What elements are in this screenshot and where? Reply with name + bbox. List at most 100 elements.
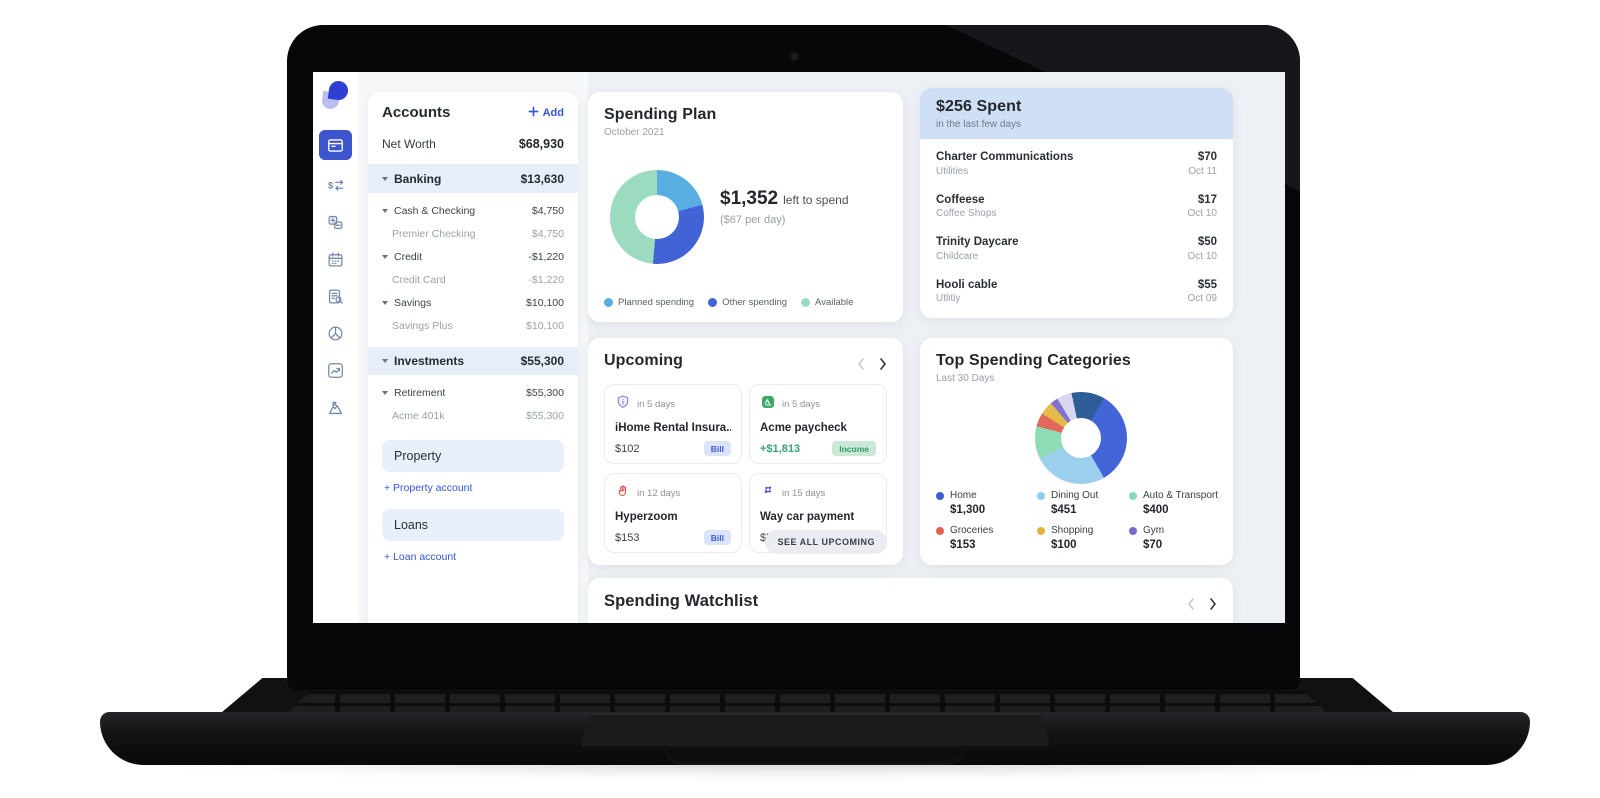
add-account-label: Add (542, 106, 564, 119)
sidebar-item-plan[interactable] (319, 248, 352, 271)
legend-item: Gym $70 (1129, 525, 1233, 551)
legend-item: Other spending (708, 297, 787, 308)
add-property-account-link[interactable]: + Property account (384, 482, 473, 494)
chevron-left-icon[interactable] (1187, 597, 1195, 610)
chevron-down-icon (382, 252, 392, 262)
spending-watchlist-card: Spending Watchlist (588, 578, 1233, 623)
legend-dot (1129, 491, 1137, 500)
account-row[interactable]: Credit -$1,220 (382, 245, 564, 268)
mountain-flag-icon (326, 398, 345, 417)
bill-badge: Bill (703, 530, 731, 545)
webcam-icon (790, 53, 798, 60)
top-categories-period: Last 30 Days (936, 373, 995, 384)
chevron-down-icon (382, 174, 392, 184)
hand-icon (615, 483, 631, 504)
account-row[interactable]: Premier Checking $4,750 (392, 227, 564, 240)
sidebar-item-goals[interactable] (319, 396, 352, 419)
property-section-header[interactable]: Property (382, 440, 564, 472)
report-search-icon (326, 287, 345, 306)
pie-chart-icon (326, 324, 345, 343)
shield-icon (615, 394, 631, 415)
spending-plan-title: Spending Plan (604, 106, 717, 123)
legend-dot (1129, 526, 1137, 535)
bill-badge: Bill (703, 441, 731, 456)
legend-dot (708, 298, 718, 307)
recent-spend-card: $256 Spent in the last few days Charter … (920, 88, 1233, 318)
spending-plan-donut-chart (610, 170, 704, 264)
top-categories-donut-chart (1035, 392, 1127, 484)
transaction-row[interactable]: Coffeese Coffee Shops $17 Oct 10 (936, 193, 1217, 220)
calendar-icon (326, 250, 345, 269)
transactions-icon: $ (326, 176, 345, 195)
left-to-spend-amount: $1,352 (720, 188, 779, 209)
per-day-note: ($67 per day) (720, 214, 786, 226)
chevron-left-icon[interactable] (857, 357, 865, 370)
chevron-down-icon (382, 388, 392, 398)
plus-icon (528, 106, 539, 120)
sidebar-item-transactions[interactable]: $ (319, 174, 352, 197)
spending-watchlist-title: Spending Watchlist (604, 592, 759, 610)
sidebar: $ (313, 72, 358, 623)
legend-dot (1037, 526, 1045, 535)
transaction-row[interactable]: Charter Communications Utilities $70 Oct… (936, 151, 1217, 177)
account-row[interactable]: Retirement $55,300 (382, 381, 564, 404)
account-row[interactable]: Acme 401k $55,300 (392, 409, 564, 422)
trend-chart-icon (326, 361, 345, 380)
transaction-row[interactable]: Hooli cable Utlitiy $55 Oct 09 (936, 278, 1217, 305)
recent-spend-subtitle: in the last few days (936, 119, 1022, 130)
spending-plan-legend: Planned spending Other spending Availabl… (604, 297, 853, 308)
chevron-down-icon (382, 298, 392, 308)
chevron-down-icon (382, 206, 392, 216)
sidebar-item-reports[interactable] (319, 285, 352, 308)
trackpad (580, 714, 1050, 746)
add-account-button[interactable]: Add (528, 106, 564, 120)
sidebar-item-budget[interactable] (319, 322, 352, 345)
top-categories-title: Top Spending Categories (936, 352, 1131, 369)
sidebar-item-accounts[interactable] (319, 211, 352, 234)
spending-plan-card: Spending Plan October 2021 $1,352 left t… (588, 92, 903, 322)
sidebar-item-dashboard[interactable] (319, 130, 352, 160)
chevron-right-icon[interactable] (1209, 597, 1217, 610)
income-badge: Income (832, 441, 876, 456)
account-row[interactable]: Credit Card -$1,220 (392, 273, 564, 286)
sidebar-item-investments[interactable] (319, 359, 352, 382)
legend-dot (1037, 491, 1045, 500)
keyboard-keys (285, 691, 1330, 715)
account-group-banking[interactable]: Banking $13,630 (368, 165, 578, 193)
legend-item: Shopping $100 (1037, 525, 1129, 551)
legend-dot (936, 491, 944, 500)
legend-item: Home $1,300 (936, 490, 1037, 516)
recent-spend-header: $256 Spent in the last few days (920, 88, 1233, 139)
see-all-upcoming-button[interactable]: SEE ALL UPCOMING (765, 530, 887, 554)
upcoming-tile[interactable]: in 12 days Hyperzoom $153 Bill (604, 473, 742, 553)
acme-logo-icon (760, 394, 776, 415)
upcoming-tile[interactable]: in 5 days Acme paycheck +$1,813 Income (749, 384, 887, 464)
four-point-star-icon (760, 483, 776, 504)
chevron-down-icon (382, 356, 392, 366)
net-worth-row: Net Worth $68,930 (368, 137, 578, 165)
loans-section-header[interactable]: Loans (382, 509, 564, 541)
legend-dot (604, 298, 613, 307)
account-row[interactable]: Savings Plus $10,100 (392, 319, 564, 332)
legend-item: Dining Out $451 (1037, 490, 1129, 516)
spending-plan-period: October 2021 (604, 127, 665, 138)
account-row[interactable]: Savings $10,100 (382, 291, 564, 314)
accounts-icon (326, 213, 345, 232)
legend-item: Auto & Transport $400 (1129, 490, 1233, 516)
upcoming-title: Upcoming (604, 352, 684, 369)
recent-spend-title: $256 Spent (936, 98, 1022, 115)
svg-text:$: $ (328, 181, 334, 192)
add-loan-account-link[interactable]: + Loan account (384, 551, 457, 563)
legend-item: Available (801, 297, 853, 308)
lid-notch (665, 748, 965, 765)
chevron-right-icon[interactable] (879, 357, 887, 370)
upcoming-tile[interactable]: in 5 days iHome Rental Insura... $102 Bi… (604, 384, 742, 464)
legend-item: Planned spending (604, 297, 694, 308)
transaction-row[interactable]: Trinity Daycare Childcare $50 Oct 10 (936, 236, 1217, 262)
upcoming-card: Upcoming in 5 days iHome Rental Insura..… (588, 338, 903, 565)
account-row[interactable]: Cash & Checking $4,750 (382, 199, 564, 222)
legend-dot (801, 298, 811, 307)
app-logo-icon[interactable] (320, 79, 350, 111)
account-group-investments[interactable]: Investments $55,300 (368, 347, 578, 375)
